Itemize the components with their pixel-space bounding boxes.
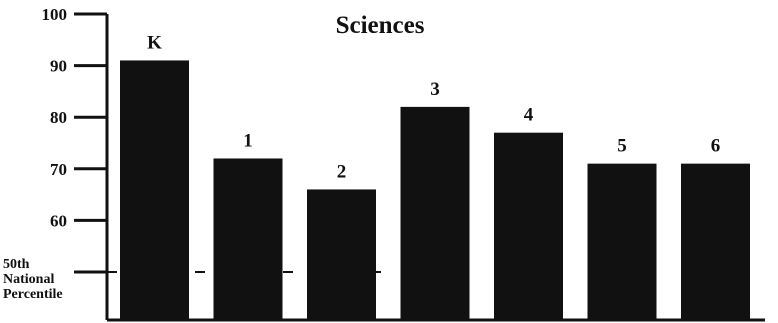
bar-label-3: 3 (430, 79, 440, 100)
bar-label-4: 4 (524, 105, 534, 126)
bar-5 (587, 163, 657, 320)
y-tick-label: 100 (42, 5, 68, 24)
bar-label-5: 5 (617, 136, 627, 157)
y-tick-label: 60 (50, 211, 67, 230)
y-axis-ticks: 100 90 80 70 60 (42, 5, 107, 230)
bar-1 (213, 158, 283, 320)
bar-3 (400, 106, 470, 320)
bar-2 (307, 189, 376, 320)
bar-labels-group: K 1 2 3 4 5 6 (147, 32, 720, 182)
bar-4 (494, 132, 563, 320)
y-tick-label: 80 (50, 108, 67, 127)
bar-K (120, 60, 189, 320)
y-tick-label: 70 (50, 160, 67, 179)
y-tick-label: 90 (50, 57, 67, 76)
bar-label-1: 1 (243, 130, 253, 151)
chart-title: Sciences (336, 12, 425, 39)
bar-label-2: 2 (337, 161, 347, 182)
bar-label-6: 6 (711, 136, 721, 157)
reference-line-group: 50th National Percentile (3, 257, 765, 302)
bar-label-K: K (147, 32, 162, 53)
reference-line-label: 50th National Percentile (3, 257, 63, 302)
bars-group (120, 60, 750, 320)
bar-6 (681, 163, 750, 320)
